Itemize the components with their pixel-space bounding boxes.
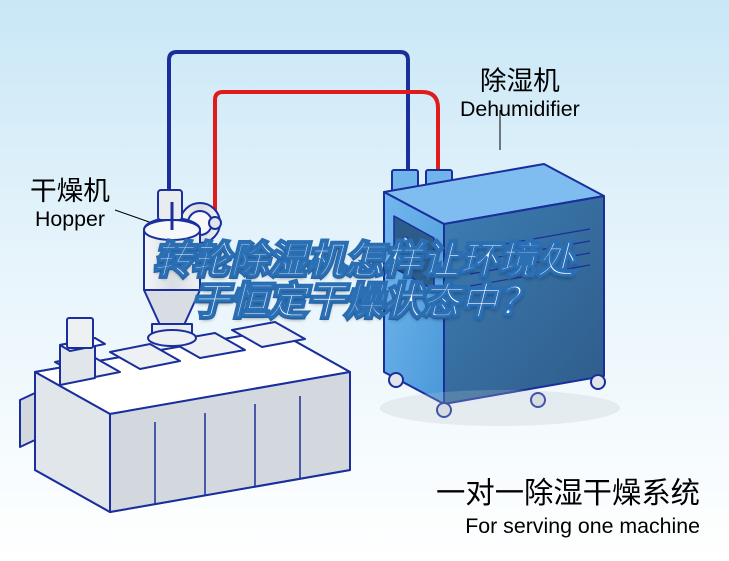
overlay-line1: 转轮除湿机怎样让环境处: [152, 239, 578, 280]
hopper-label-cn: 干燥机: [30, 175, 110, 207]
caption-en: For serving one machine: [436, 513, 700, 541]
shadow: [380, 390, 620, 426]
dehumidifier-label-en: Dehumidifier: [460, 97, 580, 123]
hopper-label-en: Hopper: [30, 207, 110, 233]
dehumidifier-label-cn: 除湿机: [460, 65, 580, 97]
caption-cn: 一对一除湿干燥系统: [436, 475, 700, 513]
hopper-label: 干燥机 Hopper: [30, 175, 110, 233]
caption: 一对一除湿干燥系统 For serving one machine: [436, 475, 700, 541]
overlay-line2: 于恒定干燥状态中？: [152, 281, 578, 322]
dehumidifier-label: 除湿机 Dehumidifier: [460, 65, 580, 123]
overlay-title: 转轮除湿机怎样让环境处 于恒定干燥状态中？: [152, 239, 578, 321]
